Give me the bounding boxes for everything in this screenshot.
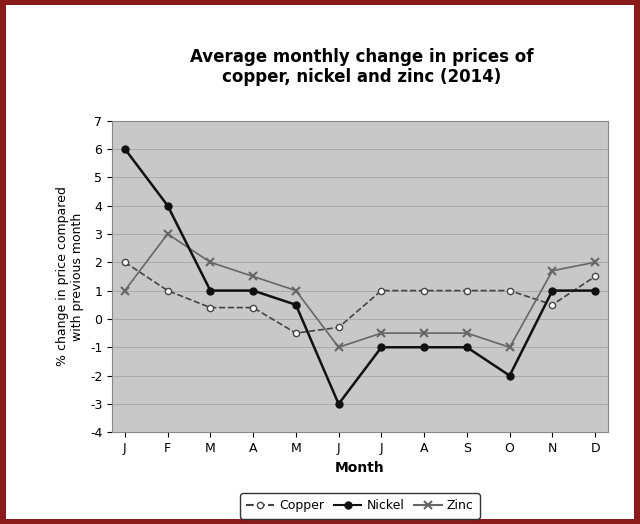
- Zinc: [548, 268, 556, 274]
- Nickel: [548, 288, 556, 294]
- Copper: [249, 304, 257, 311]
- Nickel: [506, 373, 513, 379]
- Line: Nickel: Nickel: [122, 145, 598, 408]
- Zinc: [335, 344, 342, 351]
- X-axis label: Month: Month: [335, 461, 385, 475]
- Y-axis label: % change in price compared
with previous month: % change in price compared with previous…: [56, 187, 84, 366]
- Copper: [164, 288, 172, 294]
- Nickel: [292, 302, 300, 308]
- Zinc: [463, 330, 471, 336]
- Zinc: [506, 344, 513, 351]
- Copper: [378, 288, 385, 294]
- Copper: [463, 288, 471, 294]
- Zinc: [420, 330, 428, 336]
- Copper: [591, 274, 599, 280]
- Line: Zinc: Zinc: [121, 230, 599, 351]
- Zinc: [121, 288, 129, 294]
- Nickel: [463, 344, 471, 351]
- Copper: [292, 330, 300, 336]
- Copper: [207, 304, 214, 311]
- Line: Copper: Copper: [122, 259, 598, 336]
- Nickel: [420, 344, 428, 351]
- Zinc: [292, 288, 300, 294]
- Zinc: [164, 231, 172, 237]
- Nickel: [164, 202, 172, 209]
- Zinc: [207, 259, 214, 265]
- Copper: [548, 302, 556, 308]
- Nickel: [378, 344, 385, 351]
- Nickel: [121, 146, 129, 152]
- Zinc: [378, 330, 385, 336]
- Copper: [420, 288, 428, 294]
- Copper: [121, 259, 129, 265]
- Text: Average monthly change in prices of
copper, nickel and zinc (2014): Average monthly change in prices of copp…: [190, 48, 533, 86]
- Nickel: [335, 401, 342, 407]
- Nickel: [207, 288, 214, 294]
- Legend: Copper, Nickel, Zinc: Copper, Nickel, Zinc: [240, 493, 480, 519]
- Nickel: [249, 288, 257, 294]
- Copper: [335, 324, 342, 331]
- Nickel: [591, 288, 599, 294]
- Zinc: [591, 259, 599, 265]
- Copper: [506, 288, 513, 294]
- Zinc: [249, 274, 257, 280]
